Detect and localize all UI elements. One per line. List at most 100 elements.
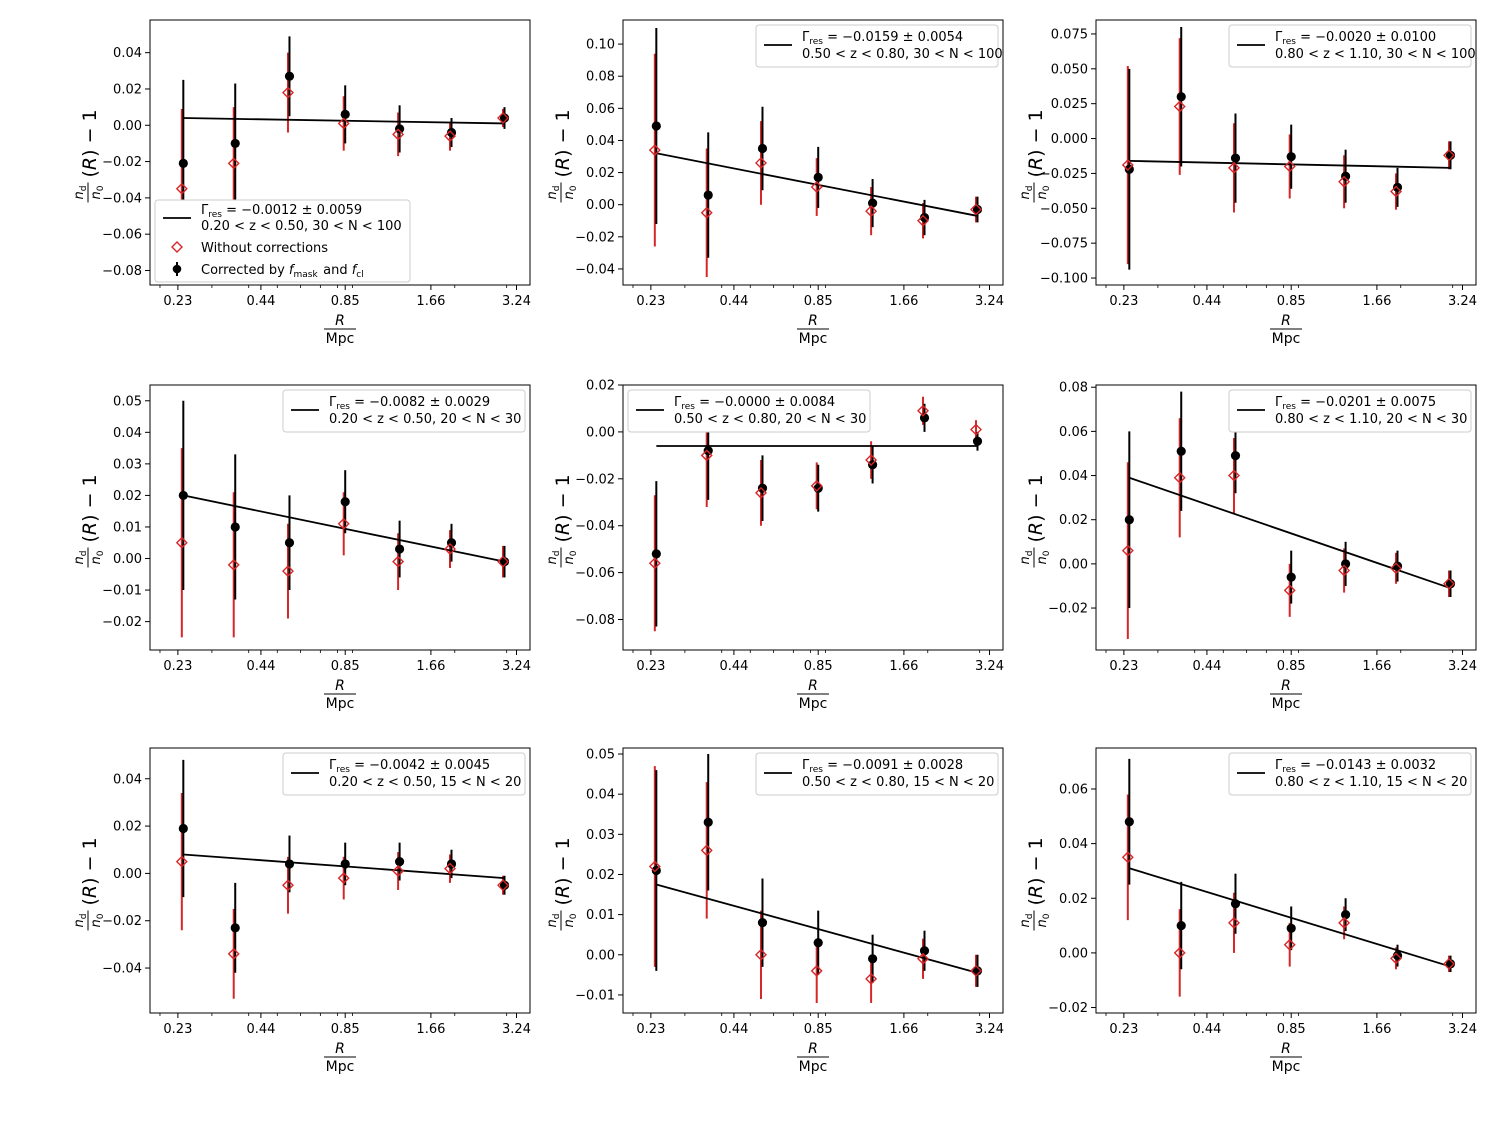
y-tick-label: −0.04 xyxy=(575,519,615,534)
y-tick-label: −0.04 xyxy=(575,262,615,277)
x-axis-label-Mpc: Mpc xyxy=(1272,696,1301,712)
y-tick-label: 0.06 xyxy=(1059,782,1088,797)
fit-line xyxy=(183,117,505,125)
x-tick-label: 1.66 xyxy=(416,1022,445,1037)
uncorrected-point xyxy=(281,565,294,578)
uncorrected-point xyxy=(754,486,767,499)
corrected-point xyxy=(340,497,350,507)
y-axis-label-rest: (R) − 1 xyxy=(79,109,101,177)
legend-box xyxy=(282,389,526,433)
x-axis-label-Mpc: Mpc xyxy=(799,1059,828,1075)
corrected-point xyxy=(178,158,188,168)
uncorrected-point xyxy=(444,130,457,143)
corrected-point xyxy=(395,124,405,134)
corrected-point xyxy=(1230,451,1241,461)
y-tick-label: 0.00 xyxy=(113,552,142,567)
corrected-point xyxy=(703,190,713,200)
corrected-point xyxy=(499,557,510,567)
corrected-point xyxy=(499,880,510,890)
x-tick-label: 0.23 xyxy=(1109,294,1138,309)
x-axis-label: R Mpc xyxy=(324,313,356,347)
uncorrected-point xyxy=(337,872,350,885)
y-tick-label: 0.05 xyxy=(113,394,142,409)
y-axis-label-numerator: nd xyxy=(545,914,562,928)
x-axis-label-R: R xyxy=(335,678,345,694)
corrected-point xyxy=(868,954,878,964)
x-axis-label-R: R xyxy=(808,1041,818,1057)
y-tick-label: 0.04 xyxy=(113,426,142,441)
y-axis-label-numerator: nd xyxy=(545,551,562,565)
y-tick-label: 0.08 xyxy=(1059,381,1088,396)
legend-box xyxy=(1228,24,1472,68)
y-tick-label: −0.02 xyxy=(102,155,142,170)
legend-sample-label: 0.80 < z < 1.10, 30 < N < 100 xyxy=(1275,47,1476,62)
y-tick-label: 0.02 xyxy=(113,489,142,504)
uncorrected-point xyxy=(1283,938,1296,951)
x-tick-label: 3.24 xyxy=(502,659,531,674)
y-axis-label-numerator: nd xyxy=(1018,186,1035,200)
y-axis-label-rest: (R) − 1 xyxy=(1025,109,1047,177)
uncorrected-point xyxy=(497,555,509,568)
legend-box xyxy=(154,199,411,283)
legend-box xyxy=(1228,389,1472,433)
uncorrected-point xyxy=(1173,100,1186,113)
y-tick-label: 0.075 xyxy=(1051,27,1088,42)
x-tick-label: 0.85 xyxy=(1277,1022,1306,1037)
legend-box xyxy=(627,389,871,433)
uncorrected-point xyxy=(865,972,878,985)
x-axis-label: R Mpc xyxy=(324,678,356,712)
corrected-point xyxy=(868,198,878,208)
uncorrected-point xyxy=(392,555,405,568)
legend-fit-label: Γres = −0.0082 ± 0.0029 xyxy=(329,395,490,412)
corrected-point xyxy=(178,490,188,501)
y-tick-label: −0.01 xyxy=(102,584,142,599)
x-tick-label: 0.23 xyxy=(163,1022,192,1037)
fit-line xyxy=(1129,159,1451,169)
corrected-point xyxy=(813,172,823,182)
y-axis-label-denominator: n0 xyxy=(562,913,579,927)
uncorrected-point xyxy=(648,557,661,570)
corrected-point xyxy=(1230,153,1241,163)
y-tick-label: 0.10 xyxy=(586,38,615,53)
x-axis-label: R Mpc xyxy=(797,313,829,347)
y-axis-label-rest: (R) − 1 xyxy=(1025,837,1047,905)
uncorrected-point xyxy=(1443,149,1455,162)
legend-corrected-swatch xyxy=(172,264,182,274)
y-axis-label-denominator: n0 xyxy=(1035,550,1052,564)
x-tick-label: 0.44 xyxy=(1192,1022,1221,1037)
x-tick-label: 1.66 xyxy=(889,1022,918,1037)
corrected-point xyxy=(230,522,240,532)
x-tick-label: 1.66 xyxy=(1362,1022,1391,1037)
corrected-point xyxy=(1124,515,1134,525)
uncorrected-point xyxy=(281,879,294,892)
x-axis-label-R: R xyxy=(1281,313,1291,329)
legend-sample-label: 0.20 < z < 0.50, 30 < N < 100 xyxy=(201,219,402,234)
uncorrected-point xyxy=(1227,469,1240,482)
x-tick-label: 1.66 xyxy=(1362,659,1391,674)
y-axis-label-rest: (R) − 1 xyxy=(552,837,574,905)
corrected-point xyxy=(703,817,713,827)
uncorrected-point xyxy=(1283,160,1296,173)
panel-row3-col3: 0.23 0.44 0.85 1.66 3.24 −0.02 0.00 0.02 0.04 0.0… xyxy=(1018,747,1477,1075)
x-tick-label: 3.24 xyxy=(1448,1022,1477,1037)
y-tick-label: −0.025 xyxy=(1040,167,1088,182)
x-tick-label: 3.24 xyxy=(975,1022,1004,1037)
y-tick-label: 0.03 xyxy=(586,828,615,843)
x-tick-label: 0.23 xyxy=(163,659,192,674)
legend-uncorrected-swatch xyxy=(171,241,183,253)
y-tick-label: 0.04 xyxy=(1059,469,1088,484)
corrected-point xyxy=(340,859,350,869)
uncorrected-point xyxy=(917,404,930,417)
y-tick-label: −0.02 xyxy=(1048,602,1088,617)
y-axis-label-denominator: n0 xyxy=(89,913,106,927)
corrected-point xyxy=(284,859,295,869)
legend-fit-label: Γres = −0.0201 ± 0.0075 xyxy=(1275,395,1436,412)
corrected-point xyxy=(284,538,295,548)
